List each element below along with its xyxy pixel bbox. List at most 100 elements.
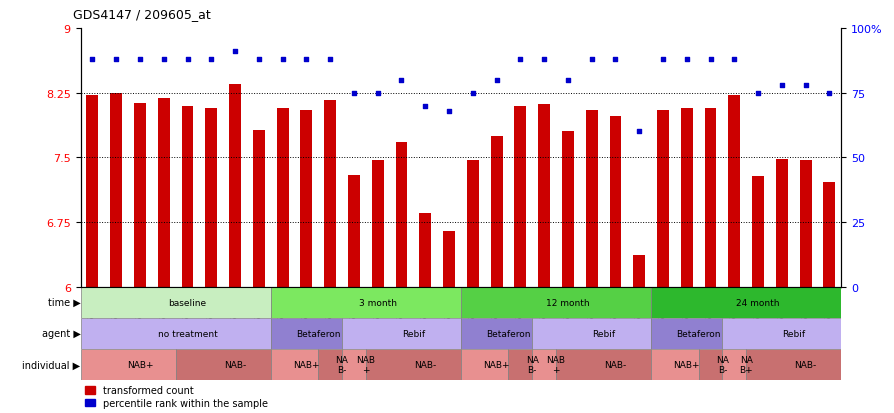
Text: time ▶: time ▶ <box>47 297 80 308</box>
FancyBboxPatch shape <box>508 349 532 380</box>
Point <box>132 57 147 63</box>
FancyBboxPatch shape <box>175 349 270 380</box>
Bar <box>395 142 407 413</box>
FancyBboxPatch shape <box>651 318 721 349</box>
Text: agent ▶: agent ▶ <box>42 328 80 339</box>
Text: NAB+: NAB+ <box>673 360 699 369</box>
FancyBboxPatch shape <box>746 349 840 380</box>
Bar <box>751 177 763 413</box>
Text: NAB-: NAB- <box>603 360 626 369</box>
Text: NAB
+: NAB + <box>356 355 375 374</box>
Point <box>346 90 360 97</box>
Point <box>750 90 764 97</box>
FancyBboxPatch shape <box>721 318 840 349</box>
Bar <box>728 96 739 413</box>
FancyBboxPatch shape <box>270 318 342 349</box>
Text: Betaferon: Betaferon <box>485 329 530 338</box>
Bar <box>775 160 787 413</box>
Bar <box>633 255 645 413</box>
Text: baseline: baseline <box>168 298 207 307</box>
Bar <box>490 136 502 413</box>
Point <box>631 129 645 135</box>
Bar <box>324 101 336 413</box>
Point <box>109 57 123 63</box>
Bar <box>348 175 359 413</box>
FancyBboxPatch shape <box>270 349 318 380</box>
Bar <box>799 161 811 413</box>
FancyBboxPatch shape <box>342 349 366 380</box>
Point <box>774 83 789 89</box>
FancyBboxPatch shape <box>555 349 651 380</box>
FancyBboxPatch shape <box>270 287 460 318</box>
FancyBboxPatch shape <box>698 349 721 380</box>
Bar <box>822 182 834 413</box>
Bar <box>585 111 597 413</box>
Text: 3 month: 3 month <box>358 298 396 307</box>
Text: individual ▶: individual ▶ <box>22 359 80 370</box>
Text: Rebif: Rebif <box>591 329 614 338</box>
Point <box>85 57 99 63</box>
Bar <box>443 231 454 413</box>
Point <box>323 57 337 63</box>
Text: NA
B+: NA B+ <box>738 355 752 374</box>
FancyBboxPatch shape <box>460 287 651 318</box>
Bar <box>537 104 550 413</box>
Bar <box>87 96 98 413</box>
Point <box>608 57 622 63</box>
Text: GDS4147 / 209605_at: GDS4147 / 209605_at <box>72 8 210 21</box>
Bar <box>467 161 478 413</box>
FancyBboxPatch shape <box>532 349 555 380</box>
Bar <box>134 104 146 413</box>
Bar <box>561 132 573 413</box>
FancyBboxPatch shape <box>366 349 460 380</box>
Point <box>204 57 218 63</box>
Text: NAB+: NAB+ <box>293 360 319 369</box>
FancyBboxPatch shape <box>651 287 840 318</box>
Point <box>561 77 575 84</box>
Point <box>726 57 740 63</box>
Text: NAB-: NAB- <box>794 360 816 369</box>
Text: NAB+: NAB+ <box>127 360 153 369</box>
Point <box>275 57 290 63</box>
Bar <box>680 109 692 413</box>
Point <box>465 90 479 97</box>
Text: NA
B-: NA B- <box>715 355 728 374</box>
Bar <box>371 161 384 413</box>
Bar <box>229 85 240 413</box>
Text: Betaferon: Betaferon <box>676 329 720 338</box>
Bar <box>300 111 312 413</box>
FancyBboxPatch shape <box>651 349 698 380</box>
Bar <box>609 116 620 413</box>
Bar <box>157 99 170 413</box>
FancyBboxPatch shape <box>532 318 651 349</box>
Text: no treatment: no treatment <box>157 329 217 338</box>
Text: 24 month: 24 month <box>736 298 779 307</box>
Point <box>181 57 195 63</box>
Point <box>370 90 384 97</box>
Point <box>536 57 551 63</box>
Point <box>512 57 527 63</box>
Bar <box>110 93 122 413</box>
Bar <box>704 109 716 413</box>
Text: NAB
+: NAB + <box>546 355 565 374</box>
FancyBboxPatch shape <box>460 318 532 349</box>
Point <box>228 49 242 55</box>
Legend: transformed count, percentile rank within the sample: transformed count, percentile rank withi… <box>85 385 267 408</box>
FancyBboxPatch shape <box>80 318 270 349</box>
Text: NA
B-: NA B- <box>525 355 538 374</box>
Point <box>156 57 171 63</box>
Bar <box>253 131 265 413</box>
Point <box>489 77 503 84</box>
Text: 12 month: 12 month <box>545 298 589 307</box>
Point <box>584 57 598 63</box>
Point <box>442 108 456 115</box>
Bar <box>419 214 431 413</box>
Point <box>299 57 313 63</box>
FancyBboxPatch shape <box>721 349 746 380</box>
Point <box>703 57 717 63</box>
Text: Rebif: Rebif <box>781 329 805 338</box>
Point <box>251 57 266 63</box>
Point <box>394 77 409 84</box>
Bar <box>181 107 193 413</box>
Point <box>417 103 432 110</box>
